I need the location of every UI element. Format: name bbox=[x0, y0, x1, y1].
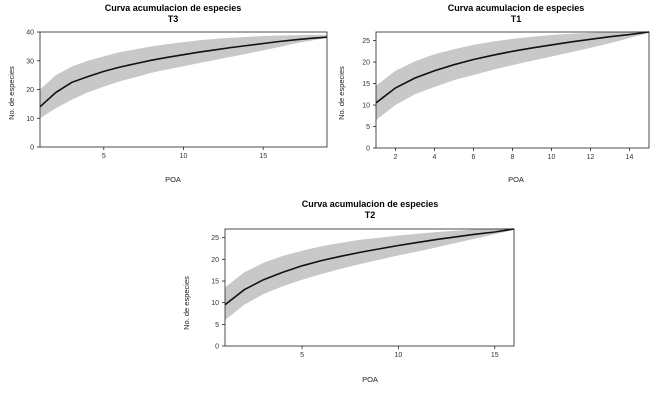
confidence-band bbox=[40, 34, 327, 119]
x-tick-label: 10 bbox=[180, 153, 188, 160]
x-tick-label: 15 bbox=[491, 352, 499, 359]
x-tick-label: 10 bbox=[548, 154, 556, 161]
y-tick-label: 20 bbox=[362, 60, 370, 67]
x-axis-label: POA bbox=[165, 175, 181, 184]
plot-area: 5 10 15 0 10 20 30 40 bbox=[26, 30, 328, 160]
chart-panel-t2: Curva acumulacion de especies T2 5 10 15 0 5… bbox=[165, 196, 517, 388]
y-tick-label: 10 bbox=[26, 116, 34, 123]
x-tick-label: 15 bbox=[259, 153, 267, 160]
chart-subtitle: T3 bbox=[168, 14, 179, 24]
accumulation-line bbox=[39, 36, 328, 108]
x-tick-label: 4 bbox=[433, 154, 437, 161]
chart-svg-t3: Curva acumulacion de especies T3 5 10 15 0 1… bbox=[7, 3, 328, 184]
x-tick-label: 14 bbox=[626, 154, 634, 161]
y-tick-label: 30 bbox=[26, 58, 34, 65]
x-tick-label: 10 bbox=[395, 352, 403, 359]
y-tick-label: 40 bbox=[26, 30, 34, 37]
y-tick-label: 0 bbox=[366, 146, 370, 153]
plot-area: 2 4 6 8 10 12 14 0 5 10 15 20 25 bbox=[362, 31, 650, 161]
confidence-band bbox=[376, 31, 649, 121]
chart-subtitle: T2 bbox=[365, 210, 376, 220]
plot-area: 5 10 15 0 5 10 15 20 25 bbox=[211, 228, 515, 359]
y-tick-label: 0 bbox=[30, 145, 34, 152]
x-tick-label: 5 bbox=[300, 352, 304, 359]
chart-panel-t1: Curva acumulacion de especies T1 2 4 6 8 10 1… bbox=[330, 0, 653, 190]
x-tick-label: 5 bbox=[102, 153, 106, 160]
y-axis-label: No. de especies bbox=[7, 66, 16, 120]
x-tick-label: 12 bbox=[587, 154, 595, 161]
chart-title: Curva acumulacion de especies bbox=[302, 199, 439, 209]
y-tick-label: 25 bbox=[211, 235, 219, 242]
accumulation-line bbox=[224, 228, 515, 306]
chart-title: Curva acumulacion de especies bbox=[448, 3, 585, 13]
accumulation-line bbox=[375, 31, 650, 104]
x-tick-label: 2 bbox=[394, 154, 398, 161]
x-axis-label: POA bbox=[362, 375, 378, 384]
y-axis-label: No. de especies bbox=[182, 276, 191, 330]
plot-frame bbox=[224, 228, 515, 347]
y-tick-label: 10 bbox=[362, 103, 370, 110]
y-tick-label: 15 bbox=[211, 279, 219, 286]
confidence-band bbox=[225, 228, 514, 320]
y-tick-label: 20 bbox=[211, 257, 219, 264]
chart-svg-t2: Curva acumulacion de especies T2 5 10 1505… bbox=[182, 199, 515, 384]
x-tick-label: 6 bbox=[472, 154, 476, 161]
chart-svg-t1: Curva acumulacion de especies T1 2 4 6 8 10 1… bbox=[337, 3, 650, 184]
y-tick-label: 5 bbox=[366, 124, 370, 131]
x-tick-label: 8 bbox=[511, 154, 515, 161]
y-tick-label: 0 bbox=[215, 344, 219, 351]
chart-subtitle: T1 bbox=[511, 14, 522, 24]
y-tick-label: 15 bbox=[362, 81, 370, 88]
chart-panel-t3: Curva acumulacion de especies T3 5 10 15 0 1… bbox=[0, 0, 330, 190]
y-tick-label: 20 bbox=[26, 87, 34, 94]
y-tick-label: 25 bbox=[362, 38, 370, 45]
x-axis-label: POA bbox=[508, 175, 524, 184]
chart-title: Curva acumulacion de especies bbox=[105, 3, 242, 13]
y-tick-label: 5 bbox=[215, 322, 219, 329]
y-axis-label: No. de especies bbox=[337, 66, 346, 120]
y-tick-label: 10 bbox=[211, 300, 219, 307]
